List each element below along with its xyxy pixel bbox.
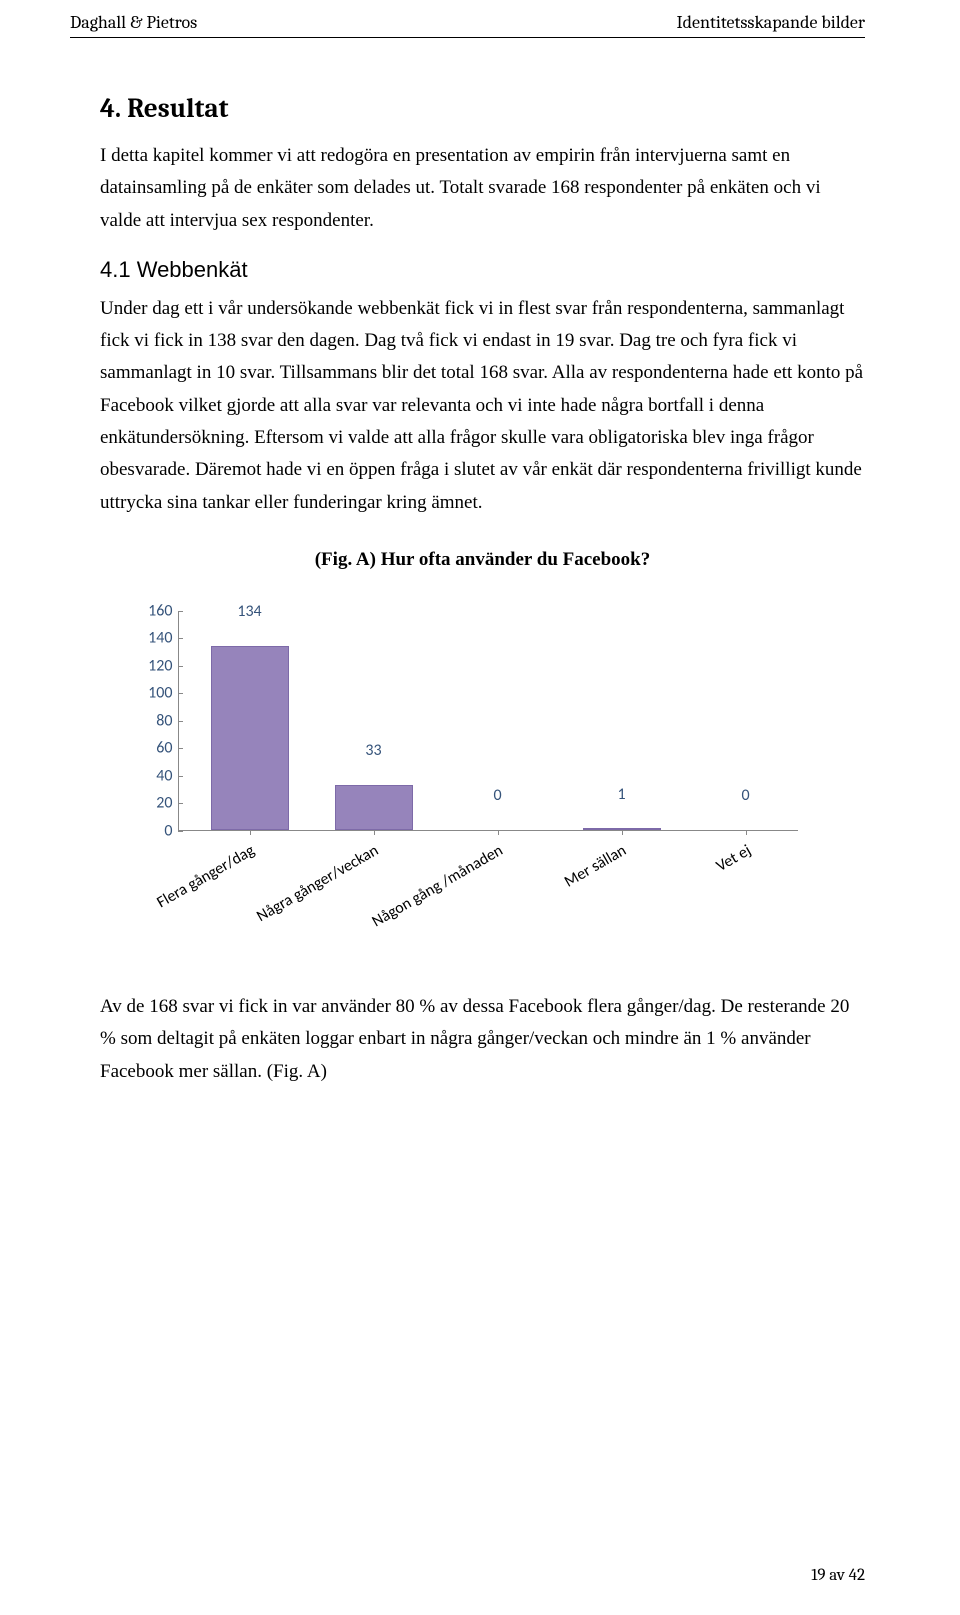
page-number: 19 av 42 bbox=[811, 1566, 865, 1585]
bar-value-label: 1 bbox=[583, 785, 661, 807]
xtick-mark bbox=[498, 830, 499, 835]
subsection-title: 4.1 Webbenkät bbox=[100, 257, 865, 283]
ytick-label: 80 bbox=[123, 711, 173, 730]
bar-value-label: 0 bbox=[707, 786, 785, 808]
header-left: Daghall & Pietros bbox=[70, 12, 197, 33]
xtick-mark bbox=[746, 830, 747, 835]
xtick-mark bbox=[250, 830, 251, 835]
x-category-label: Någon gång /månaden bbox=[369, 841, 506, 931]
x-category-label: Mer sällan bbox=[561, 841, 630, 892]
plot-area: 134 33 0 1 0 bbox=[178, 611, 798, 831]
section-title: 4. Resultat bbox=[100, 93, 865, 124]
ytick-mark bbox=[178, 831, 183, 832]
header-right: Identitetsskapande bilder bbox=[677, 12, 866, 33]
page-content: 4. Resultat I detta kapitel kommer vi at… bbox=[0, 38, 960, 1088]
x-category-label: Några gånger/veckan bbox=[254, 841, 382, 926]
figure-caption: (Fig. A) Hur ofta använder du Facebook? bbox=[100, 549, 865, 571]
paragraph-analysis: Av de 168 svar vi fick in var använder 8… bbox=[100, 991, 865, 1088]
xtick-mark bbox=[622, 830, 623, 835]
xtick-mark bbox=[374, 830, 375, 835]
ytick-label: 20 bbox=[123, 794, 173, 813]
paragraph-intro: I detta kapitel kommer vi att redogöra e… bbox=[100, 140, 865, 237]
bar-value-label: 134 bbox=[211, 602, 289, 624]
bar-value-label: 0 bbox=[459, 786, 537, 808]
ytick-label: 60 bbox=[123, 739, 173, 758]
x-category-label: Flera gånger/dag bbox=[154, 841, 258, 912]
ytick-label: 40 bbox=[123, 766, 173, 785]
ytick-label: 120 bbox=[123, 656, 173, 675]
ytick-label: 160 bbox=[123, 601, 173, 620]
ytick-label: 140 bbox=[123, 629, 173, 648]
bar bbox=[211, 646, 289, 830]
x-category-label: Vet ej bbox=[713, 841, 754, 876]
bar-chart-facebook-usage: 0 20 40 60 80 100 120 140 160 134 33 0 1 bbox=[123, 611, 843, 951]
bar-value-label: 33 bbox=[335, 741, 413, 763]
page-header: Daghall & Pietros Identitetsskapande bil… bbox=[70, 0, 865, 38]
ytick-label: 100 bbox=[123, 684, 173, 703]
bar bbox=[335, 785, 413, 830]
ytick-label: 0 bbox=[123, 821, 173, 840]
paragraph-webbenkat: Under dag ett i vår undersökande webbenk… bbox=[100, 293, 865, 519]
